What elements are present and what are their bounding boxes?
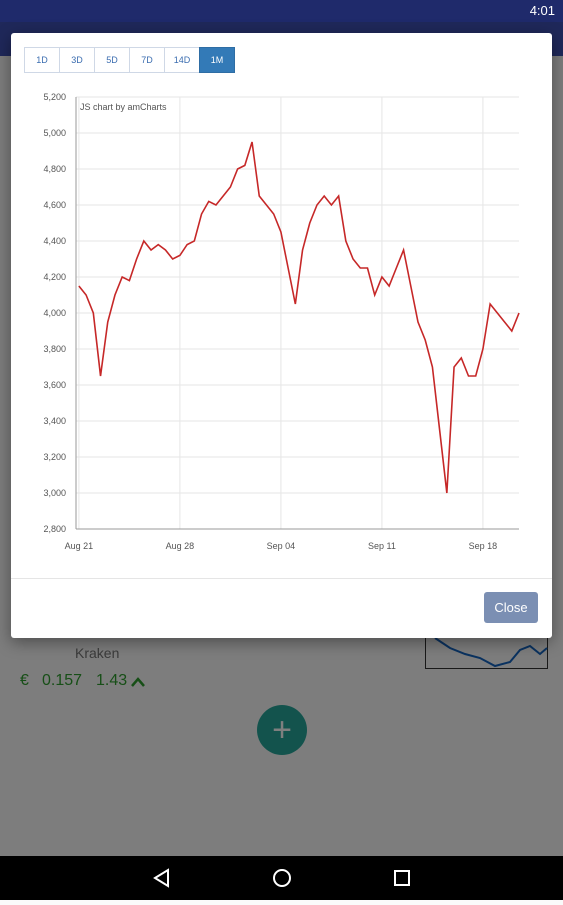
chart: 2,800 3,000 3,200 3,400 3,600 3,800 4,000 4,200… [43, 92, 520, 551]
credit: JS chart by amCharts [80, 102, 167, 112]
x-tick-label: Aug 28 [166, 541, 195, 551]
y-tick-label: 4,400 [43, 236, 66, 246]
range-button[interactable]: 1M [199, 47, 235, 73]
range-button[interactable]: 3D [59, 47, 95, 73]
y-tick-label: 5,200 [43, 92, 66, 102]
separator [11, 578, 552, 579]
range-button[interactable]: 14D [164, 47, 200, 73]
range-button[interactable]: 5D [94, 47, 130, 73]
y-tick-label: 3,600 [43, 380, 66, 390]
y-tick-label: 2,800 [43, 524, 66, 534]
y-tick-label: 3,200 [43, 452, 66, 462]
x-tick-label: Sep 04 [267, 541, 296, 551]
y-tick-label: 4,600 [43, 200, 66, 210]
nav-bar [0, 856, 563, 900]
y-tick-label: 3,400 [43, 416, 66, 426]
x-tick-label: Aug 21 [65, 541, 94, 551]
x-tick-label: Sep 11 [368, 541, 396, 551]
y-tick-label: 3,000 [43, 488, 66, 498]
time: 4:01 [529, 3, 555, 18]
price-line [78, 141, 520, 494]
range-buttons: 1D 3D 5D 7D 14D 1M [24, 47, 235, 73]
x-tick-label: Sep 18 [469, 541, 498, 551]
status-bar: 4:01 [0, 0, 563, 22]
close-button[interactable]: Close [484, 592, 538, 623]
range-button[interactable]: 7D [129, 47, 165, 73]
y-tick-label: 4,800 [43, 164, 66, 174]
nav-icons [153, 868, 410, 888]
y-tick-label: 4,200 [43, 272, 66, 282]
chart-dialog: 1D 3D 5D 7D 14D 1M 2,800 3,000 3,200 3,400 3,600 3… [11, 33, 552, 638]
y-tick-label: 5,000 [43, 128, 66, 138]
y-tick-label: 3,800 [43, 344, 66, 354]
y-tick-label: 4,000 [43, 308, 66, 318]
